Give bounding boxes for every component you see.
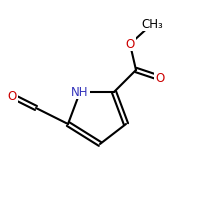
Text: CH₃: CH₃ <box>141 18 163 30</box>
Text: O: O <box>155 72 165 84</box>
Text: O: O <box>125 38 135 50</box>
Text: O: O <box>7 90 17 102</box>
Text: NH: NH <box>71 86 89 98</box>
